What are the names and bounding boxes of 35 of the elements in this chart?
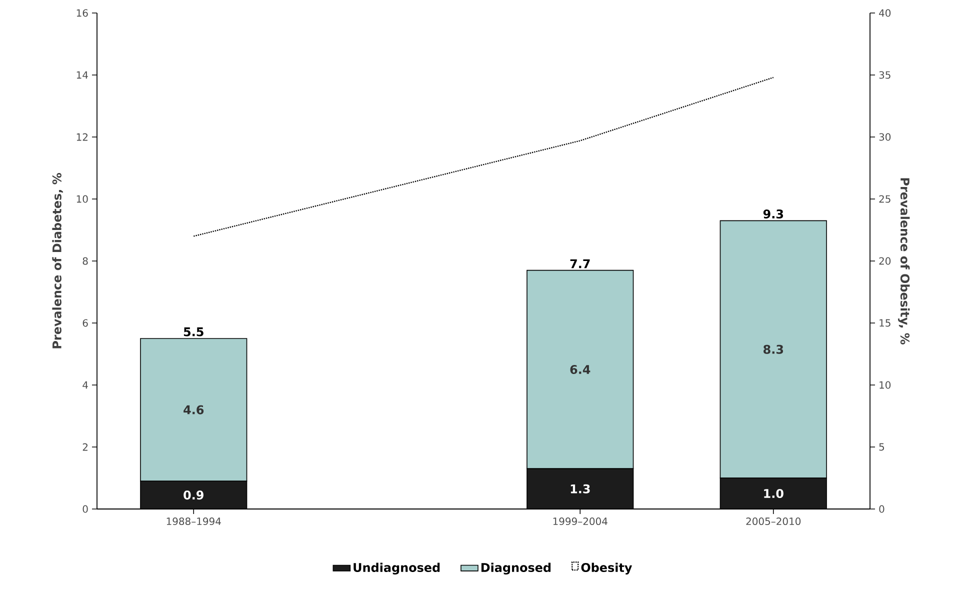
total-label: 7.7 [570,259,590,268]
y2-tick-label: 40 [879,9,891,17]
y-tick-label: 4 [82,381,88,389]
legend-label: Obesity [581,562,632,574]
total-label: 5.5 [184,327,204,336]
y2-tick-label: 10 [880,381,891,389]
y2-tick-label: 35 [879,71,890,79]
y-tick-label: 2 [82,443,88,451]
data-label: 8.3 [764,344,784,354]
data-label: 4.6 [184,405,204,414]
data-label: 0.9 [184,490,204,500]
y-tick-label: 14 [76,71,88,79]
y2-tick-label: 30 [879,133,891,141]
data-label: 1.3 [570,484,590,494]
total-label: 9.3 [763,209,784,218]
data-label: 1.0 [764,488,784,498]
y2-axis-title: Prevalence of Obesity, % [898,178,910,344]
x-tick-label: 1999–2004 [553,518,608,526]
y2-tick-label: 20 [879,257,891,265]
legend-label: Diagnosed [481,562,551,574]
y2-tick-label: 5 [879,443,884,451]
x-tick-label: 1988–1994 [166,518,221,526]
y-tick-label: 6 [82,319,88,327]
y2-tick-label: 15 [880,319,890,327]
y-tick-label: 12 [76,133,88,141]
data-label: 6.4 [570,364,590,374]
y-tick-label: 8 [82,257,88,265]
y-tick-label: 0 [82,505,88,513]
x-tick-label: 2005–2010 [746,518,801,526]
y-axis-title: Prevalence of Diabetes, % [52,173,63,348]
y2-tick-label: 25 [879,195,890,203]
y2-tick-label: 0 [879,505,884,513]
legend-label: Undiagnosed [354,562,440,574]
y-tick-label: 16 [76,9,88,17]
y-tick-label: 10 [76,195,88,203]
